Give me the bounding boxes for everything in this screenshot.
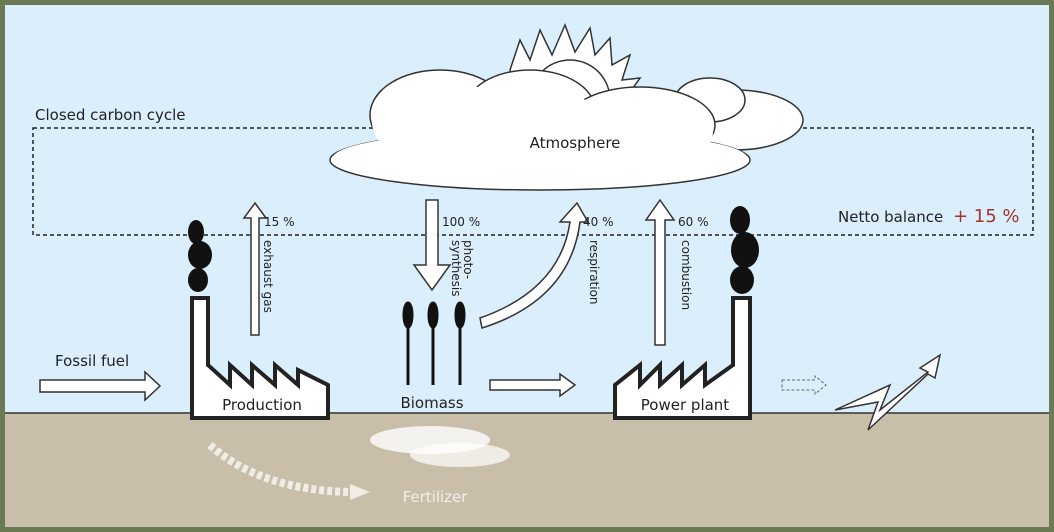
- node-label: Power plant: [641, 396, 730, 414]
- flow-percent: 60 %: [678, 215, 709, 229]
- node-label: Fertilizer: [403, 488, 469, 506]
- node-label: Production: [222, 396, 302, 414]
- power-plant: [613, 296, 752, 420]
- balance-label: Netto balance: [838, 208, 943, 226]
- arrow-dashed: [781, 374, 827, 396]
- node-label: Fossil fuel: [55, 352, 129, 370]
- arrow-respiration: [479, 201, 590, 329]
- flow-percent: 100 %: [442, 215, 480, 229]
- balance-value: + 15 %: [953, 206, 1020, 227]
- arrow-fertilizer: [207, 442, 351, 496]
- arrow-photosynthesis: [412, 199, 452, 292]
- fertilizer-particles: [370, 426, 510, 467]
- arrow-growth: [834, 353, 942, 431]
- node-label: Biomass: [400, 394, 463, 412]
- arrow-biomass: [489, 372, 577, 398]
- smoke: [188, 206, 759, 294]
- flow-label: synthesis: [449, 240, 463, 297]
- ground: [5, 413, 1049, 527]
- cloud-fill: [333, 80, 747, 186]
- flow-label: respiration: [587, 240, 601, 305]
- flow-percent: 40 %: [583, 215, 614, 229]
- arrow-combustion: [644, 198, 676, 346]
- flow-label: combustion: [679, 240, 693, 310]
- flow-label: photo-: [461, 240, 475, 279]
- arrow-exhaust: [242, 201, 268, 336]
- flow-percent: 15 %: [264, 215, 295, 229]
- atmosphere-label: Atmosphere: [530, 134, 621, 152]
- arrow-fossil: [39, 370, 162, 402]
- cycle-title: Closed carbon cycle: [35, 106, 186, 124]
- plants: [402, 301, 466, 385]
- production-factory: [190, 296, 330, 420]
- flow-label: exhaust gas: [261, 240, 275, 313]
- arrow-fertilizer-head: [350, 484, 370, 500]
